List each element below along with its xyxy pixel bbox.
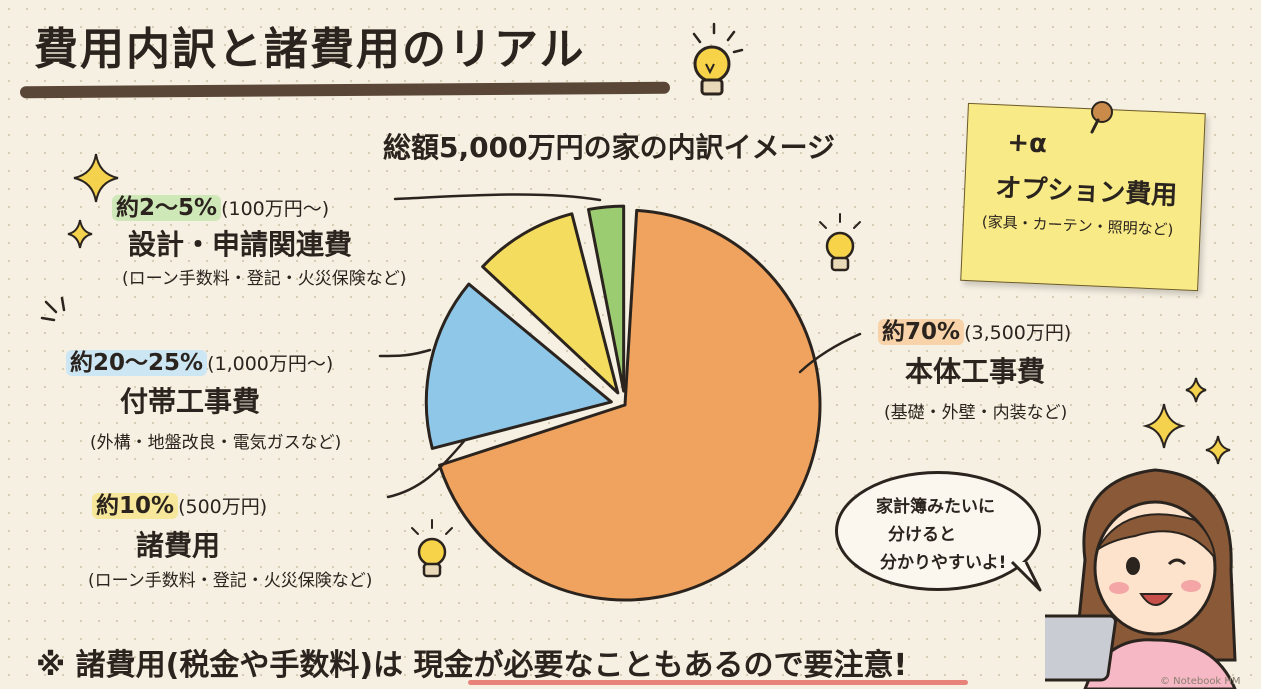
pie-slice-main bbox=[438, 208, 822, 602]
label-misc-pct: 約10% (500万円) bbox=[92, 486, 267, 520]
label-misc-name: 諸費用 bbox=[136, 529, 221, 562]
label-main-name: 本体工事費 bbox=[905, 355, 1046, 388]
bubble-line-2: 分けると bbox=[888, 525, 956, 545]
pushpin-icon bbox=[1090, 101, 1113, 134]
chart-title: 総額5,000万円の家の内訳イメージ bbox=[383, 131, 836, 164]
credit: © Notebook HM bbox=[1160, 676, 1241, 687]
label-design-pct: 約2〜5% (100万円〜) bbox=[112, 188, 329, 222]
option-title: オプション費用 bbox=[994, 173, 1178, 212]
warning-text: ※ 諸費用(税金や手数料)は 現金が必要なこともあるので要注意! bbox=[36, 640, 907, 684]
warning-prefix: ※ 諸費用(税金や手数料)は bbox=[36, 648, 414, 683]
label-auxiliary-name: 付帯工事費 bbox=[120, 385, 261, 418]
warning-emphasis: 現金が必要なこともあるので要注意! bbox=[413, 648, 908, 683]
speech-bubble: 家計簿みたいに 分けると 分かりやすいよ! bbox=[835, 471, 1041, 591]
warning-underline bbox=[468, 680, 968, 685]
lightbulb-icon bbox=[819, 213, 861, 272]
label-main-note: (基礎・外壁・内装など) bbox=[884, 403, 1068, 423]
label-auxiliary-pct: 約20〜25% (1,000万円〜) bbox=[66, 343, 333, 377]
label-design-name: 設計・申請関連費 bbox=[128, 228, 353, 261]
label-misc-note: (ローン手数料・登記・火災保険など) bbox=[88, 571, 373, 591]
sparkle-icon bbox=[1142, 377, 1231, 465]
lightbulb-icon bbox=[692, 22, 744, 96]
pie-slice-auxiliary bbox=[424, 282, 613, 450]
label-main-pct: 約70% (3,500万円) bbox=[878, 312, 1071, 346]
sparkle-icon bbox=[67, 153, 119, 249]
option-detail: (家具・カーテン・照明など) bbox=[981, 212, 1174, 239]
option-plus-alpha: +α bbox=[1006, 127, 1048, 160]
bubble-line-3: 分かりやすいよ! bbox=[880, 553, 1007, 573]
emphasis-marks bbox=[40, 296, 66, 322]
label-auxiliary-note: (外構・地盤改良・電気ガスなど) bbox=[90, 433, 342, 453]
label-design-note: (ローン手数料・登記・火災保険など) bbox=[122, 269, 407, 289]
bubble-tail bbox=[1010, 560, 1042, 592]
pie-chart bbox=[424, 204, 822, 602]
pie-slice-design bbox=[586, 204, 626, 393]
lightbulb-icon bbox=[411, 519, 453, 578]
character-illustration bbox=[1045, 468, 1237, 689]
bubble-line-1: 家計簿みたいに bbox=[876, 497, 995, 517]
pie-slice-misc bbox=[481, 212, 620, 395]
page-title: 費用内訳と諸費用のリアル bbox=[34, 24, 586, 75]
